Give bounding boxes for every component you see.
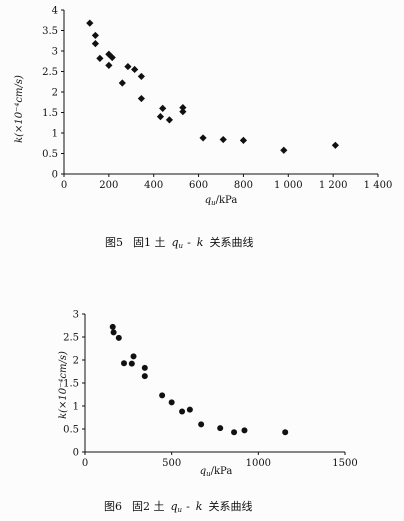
- chart-1-x-tick-label: 1 200: [319, 180, 348, 191]
- chart-1-data-point: [156, 113, 165, 121]
- chart-1-data-point: [91, 40, 99, 48]
- chart-1-y-tick-label: 1.5: [42, 108, 58, 119]
- chart-2-x-tick-label: 0: [82, 458, 88, 469]
- chart-1-y-tick-label: 4: [52, 6, 58, 17]
- chart-1-data-point: [105, 50, 113, 58]
- chart-2-x-tick-label: 1000: [246, 458, 271, 469]
- chart-1-x-tick-label: 200: [99, 180, 118, 191]
- chart-1-data-point: [199, 134, 207, 142]
- chart-2-x-tick-label: 1500: [332, 458, 357, 469]
- chart-2-data-point: [159, 392, 166, 399]
- chart-2-y-axis-label-text: k(×10⁻⁴cm/s): [58, 351, 69, 419]
- chart-2-y-tick-label: 3: [73, 310, 79, 321]
- chart-1-data-point: [86, 19, 94, 27]
- chart-1-data-point: [131, 65, 139, 74]
- chart-2-y-tick-label: 2: [73, 356, 79, 367]
- chart-2-data-point: [168, 399, 175, 406]
- chart-1-data-point: [179, 108, 187, 116]
- chart-1-y-tick-label: 3.5: [42, 26, 58, 37]
- chart-1: k(×10⁻⁴cm/s) 0 0.5 1 1.5 2 2.5 3 3.5 4 0 200 400 600…: [14, 6, 392, 251]
- chart-1-caption: 图5 固1 土 qu - k 关系曲线: [105, 235, 253, 250]
- chart-1-x-tick-label: 400: [144, 180, 163, 191]
- chart-2-x-tick-label: 500: [162, 458, 181, 469]
- chart-1-x-tick-label: 1 400: [364, 180, 393, 191]
- chart-2-caption: 图6 固2 土 qu - k 关系曲线: [104, 499, 252, 514]
- chart-1-data-point: [91, 31, 99, 40]
- chart-1-data-point: [331, 141, 339, 149]
- chart-1-x-tick-label: 0: [61, 180, 67, 191]
- chart-2: k(×10⁻⁴cm/s) 0 0.5 1 1.5 2 2.5 3 0 500 1000 1500 q…: [58, 310, 358, 515]
- chart-1-data-point: [137, 72, 145, 81]
- chart-1-y-axis-label-text: k(×10⁻⁴cm/s): [14, 75, 25, 143]
- chart-1-data-point: [137, 94, 145, 103]
- chart-2-y-tick-label: 1: [73, 402, 79, 413]
- chart-1-y-tick-label: 3: [52, 47, 58, 58]
- chart-1-data-point: [179, 103, 187, 112]
- chart-1-data-point: [96, 54, 104, 62]
- chart-1-data-point: [219, 135, 227, 144]
- chart-2-data-point: [282, 429, 289, 436]
- chart-2-y-tick-label: 1.5: [63, 379, 79, 390]
- chart-1-y-axis-label: k(×10⁻⁴cm/s): [14, 75, 25, 143]
- chart-1-y-tick-label: 2: [52, 88, 58, 99]
- chart-2-data-point: [110, 329, 117, 336]
- chart-1-x-tick-label: 600: [189, 180, 208, 191]
- chart-1-x-tick-label: 1 000: [274, 180, 303, 191]
- chart-1-data-point: [165, 116, 174, 124]
- chart-2-data-point: [186, 406, 193, 413]
- chart-2-y-axis-label: k(×10⁻⁴cm/s): [58, 351, 69, 419]
- chart-1-x-tick-label: 800: [234, 180, 253, 191]
- chart-1-x-axis-label: qu/kPa: [205, 195, 238, 207]
- chart-1-y-tick-label: 0: [52, 170, 58, 181]
- chart-1-data-point: [108, 53, 116, 62]
- chart-2-data-point: [128, 360, 135, 367]
- chart-2-data-point: [130, 353, 137, 360]
- chart-2-x-axis-label: qu/kPa: [200, 466, 233, 478]
- chart-1-data-point: [280, 146, 288, 154]
- chart-2-data-point: [121, 360, 127, 367]
- chart-1-data-point: [124, 62, 132, 71]
- chart-2-data-point: [217, 425, 224, 432]
- chart-2-data-point: [115, 334, 122, 341]
- chart-1-y-tick-label: 1: [52, 129, 58, 140]
- chart-1-data-point: [105, 61, 113, 69]
- chart-2-data-point: [141, 364, 148, 371]
- chart-1-data-point: [159, 104, 167, 112]
- chart-2-data-point: [109, 323, 116, 330]
- chart-2-y-tick-label: 0: [73, 448, 79, 459]
- chart-1-y-tick-label: 2.5: [42, 67, 58, 78]
- chart-2-data-point: [141, 373, 148, 380]
- chart-2-y-tick-label: 2.5: [63, 333, 79, 344]
- chart-2-data-point: [179, 408, 186, 415]
- chart-1-data-point: [118, 79, 126, 87]
- chart-2-data-point: [231, 429, 238, 436]
- chart-2-data-point: [198, 421, 205, 428]
- chart-1-y-tick-label: 0.5: [42, 149, 58, 160]
- chart-1-data-point: [239, 136, 248, 144]
- chart-2-data-point: [241, 427, 248, 434]
- chart-2-y-tick-label: 0.5: [63, 425, 79, 436]
